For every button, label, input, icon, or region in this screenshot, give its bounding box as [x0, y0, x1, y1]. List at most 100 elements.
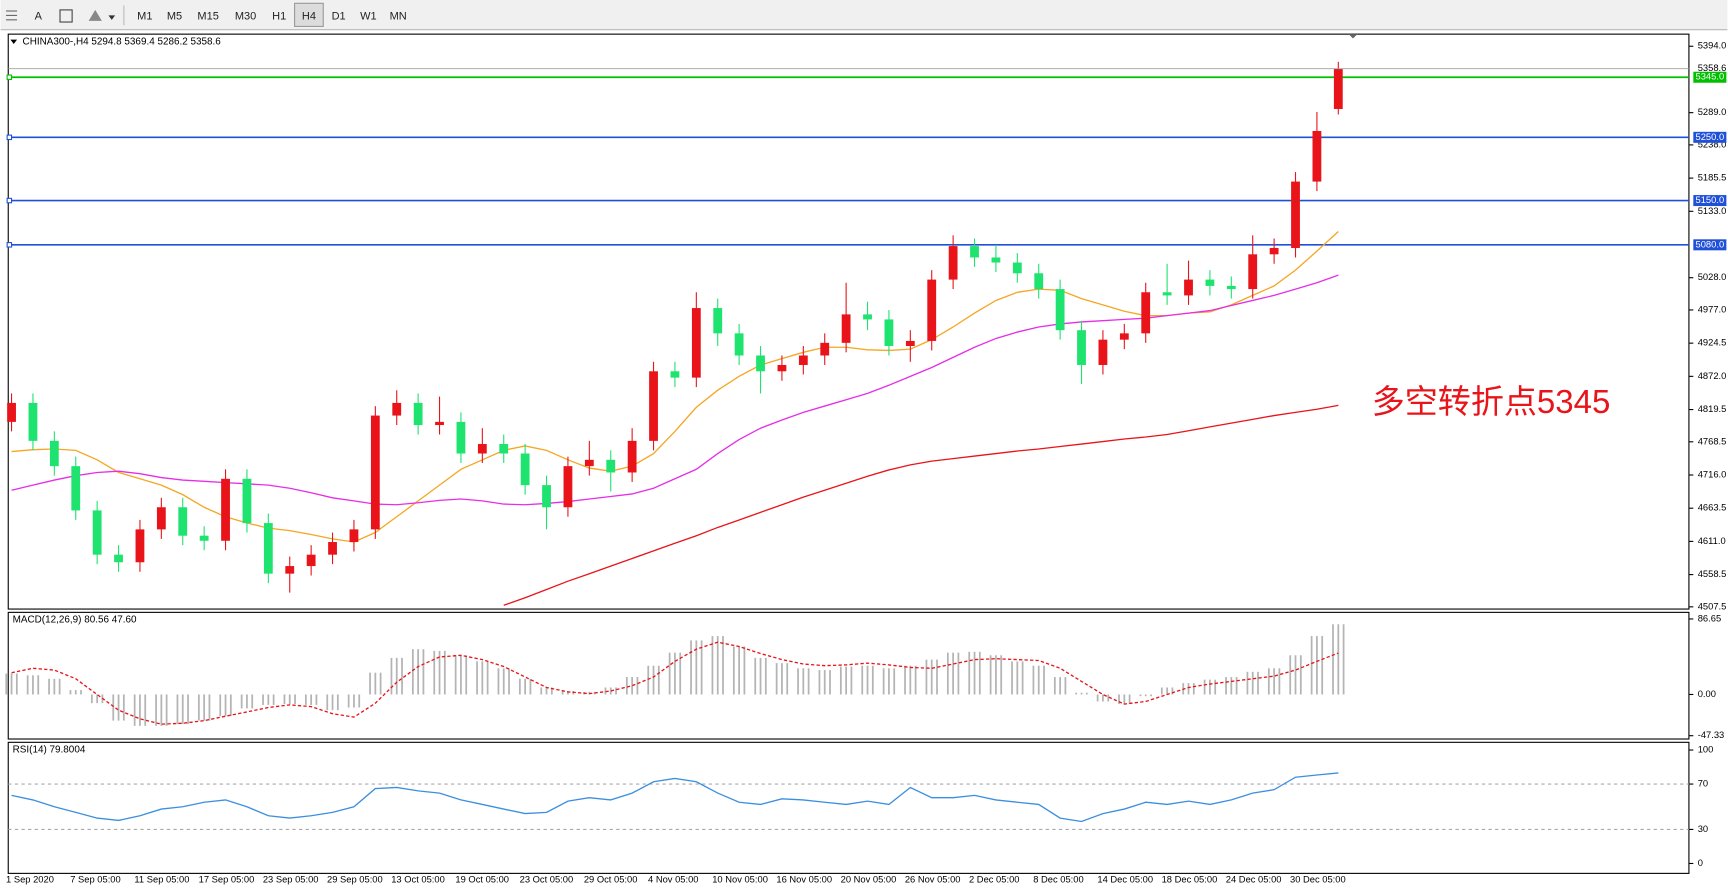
level-label: 5345.0 [1696, 72, 1725, 82]
annotation: 多空转折点5345 [1372, 384, 1611, 421]
panel-title: RSI(14) 79.8004 [13, 745, 86, 756]
candle-body [156, 507, 166, 530]
candle-body [49, 440, 59, 467]
candle-body [456, 421, 466, 454]
candle-body [71, 466, 81, 511]
candle-body [349, 529, 359, 543]
timeframe-label[interactable]: H1 [272, 10, 286, 22]
level-anchor [6, 74, 13, 80]
x-tick-label: 29 Oct 05:00 [584, 874, 638, 884]
y-tick-label: 5394.0 [1698, 41, 1727, 51]
candle-body [606, 459, 616, 473]
level-label-bg [1693, 131, 1727, 143]
candle-body [413, 402, 423, 426]
candle-body [563, 466, 573, 508]
timeframe-label[interactable]: M15 [197, 10, 218, 22]
timeframe-label[interactable]: W1 [360, 10, 377, 22]
candle-body [542, 485, 551, 508]
x-tick-label: 1 Sep 2020 [6, 874, 54, 884]
y-tick-label: 5238.0 [1698, 139, 1727, 149]
candle-body [1269, 247, 1279, 255]
macd-panel-frame [7, 611, 1690, 740]
level-label-bg [1693, 195, 1727, 207]
x-tick-label: 14 Dec 05:00 [1097, 874, 1153, 884]
x-tick-label: 16 Nov 05:00 [776, 874, 832, 884]
title-arrow [10, 39, 18, 45]
y-tick-label: 100 [1698, 744, 1714, 754]
candle-body [1077, 330, 1086, 365]
x-tick-label: 24 Dec 05:00 [1226, 874, 1282, 884]
y-tick-label: 5289.0 [1698, 107, 1727, 117]
y-tick-label: 4507.5 [1698, 601, 1727, 611]
label-tool[interactable] [59, 9, 73, 23]
x-tick-label: 10 Nov 05:00 [712, 874, 768, 884]
level-anchor [6, 134, 13, 141]
toolbar-bg [0, 0, 1728, 30]
x-tick-label: 7 Sep 05:00 [70, 874, 120, 884]
dropdown-arrow[interactable] [108, 15, 116, 20]
rsi-panel-frame [7, 741, 1690, 874]
y-tick-label: 5133.0 [1698, 206, 1727, 216]
timeframe-label[interactable]: H4 [302, 10, 316, 22]
candle-body [477, 444, 487, 454]
x-tick-label: 11 Sep 05:00 [134, 874, 189, 884]
candle-body [1012, 262, 1022, 274]
candle-body [328, 542, 337, 555]
candle-body [1226, 285, 1236, 290]
moving-average [503, 404, 1339, 606]
y-tick-label: 86.65 [1698, 613, 1721, 623]
toolbar: A M1 M5 M15 M30 H1 H4 D1 W1 MN [0, 0, 1728, 31]
candle-body [734, 333, 744, 356]
candle-body [948, 246, 958, 280]
candle-body [777, 364, 787, 372]
candle-body [713, 308, 723, 334]
candle-body [370, 415, 380, 530]
candle-body [92, 510, 102, 555]
candle-body [1119, 333, 1129, 340]
candle-body [1248, 254, 1258, 290]
candle-body [584, 459, 594, 467]
x-tick-label: 29 Sep 05:00 [327, 874, 383, 884]
timeframe-label[interactable]: MN [390, 10, 407, 22]
candle-body [1333, 68, 1343, 109]
level-anchor [6, 242, 13, 248]
candle-body [1034, 273, 1044, 290]
y-tick-label: 4768.5 [1698, 436, 1727, 446]
menu-icon[interactable] [6, 10, 18, 21]
level-label: 5080.0 [1696, 239, 1725, 249]
timeframe-button[interactable] [294, 2, 324, 27]
y-tick-label: 4924.5 [1698, 338, 1727, 348]
candle-body [927, 279, 937, 341]
candle-body [135, 529, 145, 563]
moving-average [11, 231, 1339, 543]
x-tick-label: 20 Nov 05:00 [841, 874, 897, 884]
candle-body [1162, 292, 1172, 296]
candle-body [263, 523, 273, 574]
candle-body [1205, 279, 1215, 286]
x-tick-label: 30 Dec 05:00 [1290, 874, 1346, 884]
candle-body [756, 355, 765, 372]
panel-title: MACD(12,26,9) 80.56 47.60 [13, 615, 137, 626]
y-tick-label: 5028.0 [1698, 272, 1727, 282]
text-tool[interactable]: A [35, 10, 43, 22]
y-tick-label: 4663.5 [1698, 503, 1727, 513]
chart-shift-marker [1348, 34, 1358, 39]
x-tick-label: 4 Nov 05:00 [648, 874, 698, 884]
candle-body [285, 566, 295, 574]
candle-body [242, 478, 252, 524]
timeframe-label[interactable]: D1 [332, 10, 346, 22]
x-tick-label: 23 Sep 05:00 [263, 874, 319, 884]
timeframe-label[interactable]: M30 [235, 10, 256, 22]
shapes-tool[interactable] [88, 9, 102, 21]
timeframe-label[interactable]: M1 [137, 10, 152, 22]
y-tick-label: 0 [1698, 858, 1703, 868]
current-price-label: 5358.6 [1698, 63, 1727, 73]
x-tick-label: 2 Dec 05:00 [969, 874, 1019, 884]
candle-body [649, 371, 658, 441]
candle-body [114, 554, 123, 563]
level-label-bg [1693, 71, 1727, 83]
timeframe-label[interactable]: M5 [167, 10, 182, 22]
candle-body [905, 340, 915, 346]
